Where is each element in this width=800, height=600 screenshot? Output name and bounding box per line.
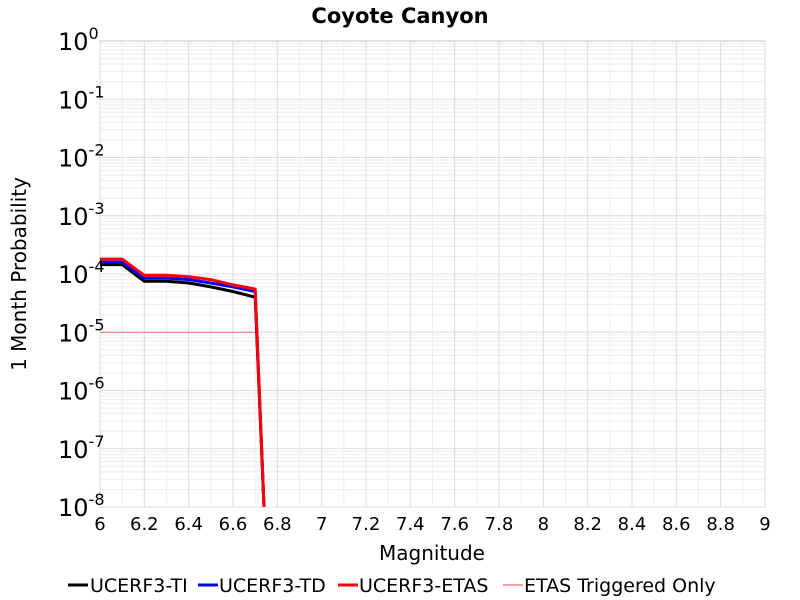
x-tick-label: 6 [94,514,105,535]
x-tick-label: 6.4 [174,514,203,535]
y-tick-label: 10-2 [58,141,105,173]
series-layer [100,257,266,508]
y-axis-ticks: 100 10-1 10-2 10-3 10-4 10-5 10-6 10-7 10-8 [58,24,105,522]
legend-label: UCERF3-ETAS [359,575,488,597]
x-tick-label: 8.4 [618,514,647,535]
x-tick-label: 7 [316,514,327,535]
x-tick-label: 9 [759,514,770,535]
y-tick-label: 10-7 [58,432,105,464]
x-axis-ticks: 6 6.2 6.4 6.6 6.8 7 7.2 7.4 7.6 7.8 8 8.2 8.4 8.6 8.8 9 [94,514,770,535]
y-tick-label: 10-8 [58,490,105,522]
y-tick-label: 10-5 [58,315,105,347]
x-tick-label: 8.8 [706,514,735,535]
y-tick-label: 100 [58,24,99,56]
legend: UCERF3-TI UCERF3-TD UCERF3-ETAS ETAS Trigge… [68,575,716,597]
y-tick-label: 10-4 [58,257,105,289]
x-axis-label: Magnitude [379,541,485,565]
chart-title: Coyote Canyon [311,4,488,28]
series-line-ucerf3-ti [100,263,266,508]
x-tick-label: 8.2 [573,514,602,535]
grid [99,41,766,508]
x-tick-label: 6.2 [130,514,159,535]
y-axis-label: 1 Month Probability [7,177,31,371]
y-tick-label: 10-1 [58,82,105,114]
series-line-ucerf3-etas [100,257,266,508]
y-tick-label: 10-3 [58,199,105,231]
legend-label: ETAS Triggered Only [524,575,716,597]
x-tick-label: 7.6 [440,514,469,535]
legend-label: UCERF3-TI [90,575,188,597]
x-tick-label: 7.4 [396,514,425,535]
legend-label: UCERF3-TD [219,575,326,597]
x-tick-label: 6.6 [219,514,248,535]
x-tick-label: 7.2 [352,514,381,535]
x-tick-label: 6.8 [263,514,292,535]
x-tick-label: 7.8 [485,514,514,535]
x-tick-label: 8 [538,514,549,535]
series-line-ucerf3-td [100,260,266,508]
y-tick-label: 10-6 [58,374,105,406]
x-tick-label: 8.6 [662,514,691,535]
